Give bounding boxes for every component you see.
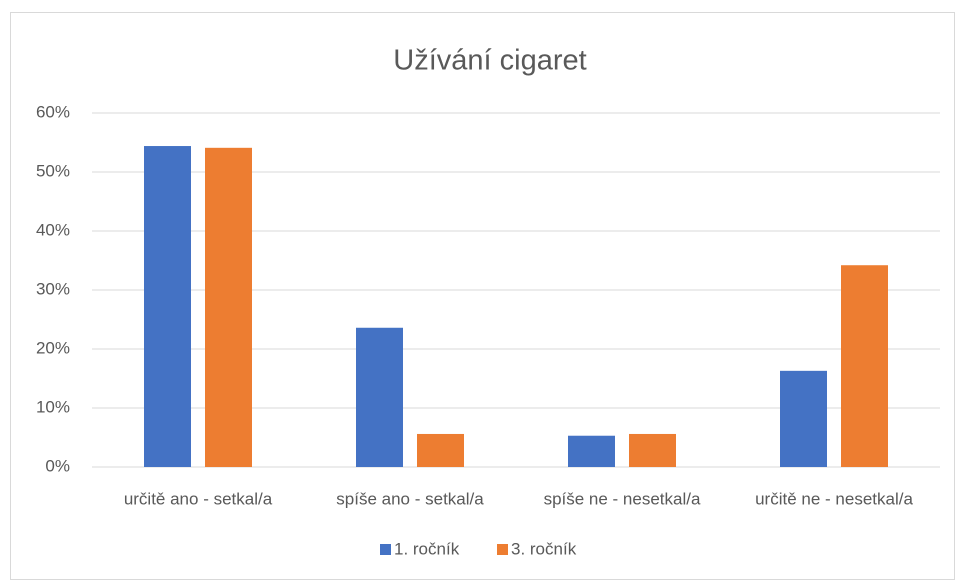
bar [568,435,615,467]
x-tick-label: určitě ano - setkal/a [124,489,273,508]
legend-swatch [497,544,508,555]
bar [841,265,888,467]
bar [205,147,252,467]
x-tick-label: určitě ne - nesetkal/a [755,489,913,508]
bar [780,370,827,467]
y-tick-label: 30% [36,279,70,298]
y-tick-label: 60% [36,102,70,121]
x-tick-label: spíše ano - setkal/a [336,489,484,508]
legend-label: 1. ročník [394,539,460,558]
y-tick-label: 50% [36,161,70,180]
bar [144,146,191,468]
chart-title: Užívání cigaret [393,45,586,77]
x-tick-label: spíše ne - nesetkal/a [544,489,701,508]
legend-label: 3. ročník [511,539,577,558]
y-tick-label: 10% [36,397,70,416]
y-tick-label: 0% [45,456,70,475]
bar [629,433,676,467]
y-tick-label: 40% [36,220,70,239]
bar [356,327,403,467]
bar [417,433,464,467]
legend-swatch [380,544,391,555]
y-tick-label: 20% [36,338,70,357]
